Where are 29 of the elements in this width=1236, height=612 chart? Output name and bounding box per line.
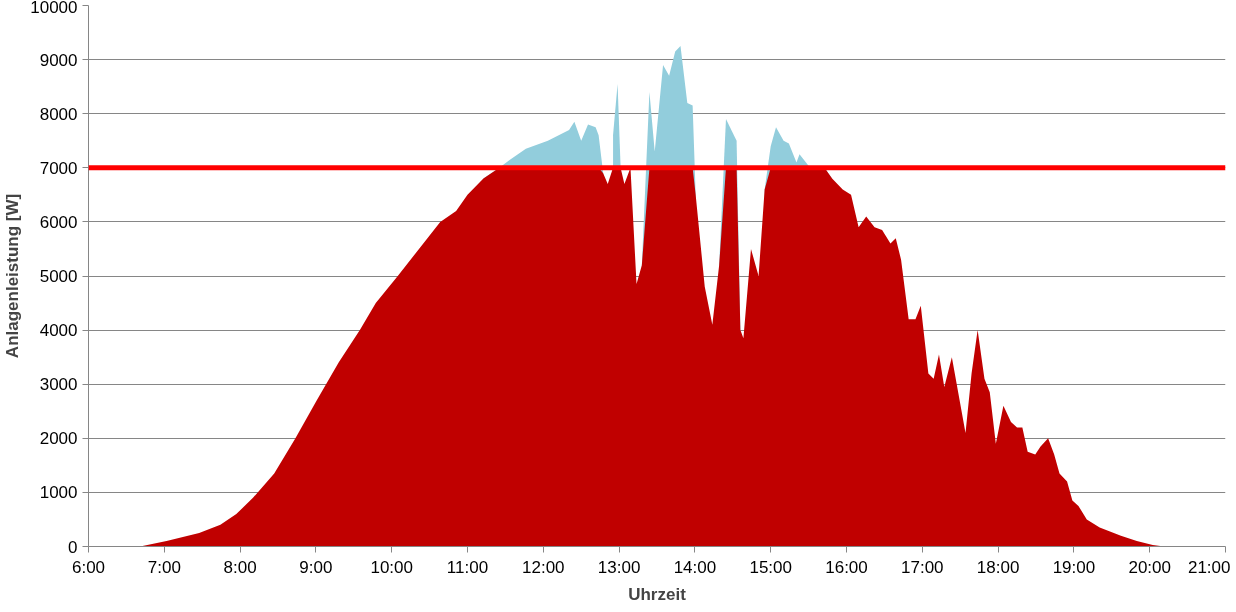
x-tick-label: 18:00 bbox=[976, 557, 1020, 577]
x-tick-label: 21:00 bbox=[1187, 557, 1231, 577]
y-tick-label: 7000 bbox=[39, 158, 78, 178]
y-tick-label: 8000 bbox=[39, 104, 78, 124]
y-tick-label: 9000 bbox=[39, 50, 78, 70]
y-tick-label: 1000 bbox=[39, 483, 78, 503]
x-tick-label: 19:00 bbox=[1052, 557, 1096, 577]
x-tick-label: 13:00 bbox=[597, 557, 641, 577]
y-tick-label: 5000 bbox=[39, 267, 78, 286]
y-tick-label: 6000 bbox=[39, 212, 78, 232]
y-tick-label: 3000 bbox=[39, 375, 78, 395]
x-tick-label: 14:00 bbox=[673, 557, 717, 577]
x-tick-label: 9:00 bbox=[299, 557, 333, 577]
x-tick-label: 20:00 bbox=[1128, 557, 1171, 577]
x-tick-label: 10:00 bbox=[370, 557, 413, 577]
x-tick-label: 16:00 bbox=[825, 557, 868, 577]
y-tick-label: 2000 bbox=[39, 429, 78, 449]
x-tick-label: 15:00 bbox=[749, 557, 792, 577]
y-tick-label: 4000 bbox=[39, 321, 78, 341]
y-tick-label: 10000 bbox=[30, 0, 78, 17]
x-tick-label: 17:00 bbox=[901, 557, 944, 577]
y-tick-label: 0 bbox=[68, 537, 78, 557]
x-tick-label: 7:00 bbox=[147, 557, 181, 577]
x-axis-title: Uhrzeit bbox=[628, 584, 687, 604]
x-tick-label: 11:00 bbox=[446, 557, 489, 577]
y-axis-title: Anlagenleistung [W] bbox=[3, 193, 23, 359]
x-tick-label: 6:00 bbox=[71, 557, 106, 577]
x-tick-label: 8:00 bbox=[223, 557, 257, 577]
x-tick-label: 12:00 bbox=[522, 557, 565, 577]
